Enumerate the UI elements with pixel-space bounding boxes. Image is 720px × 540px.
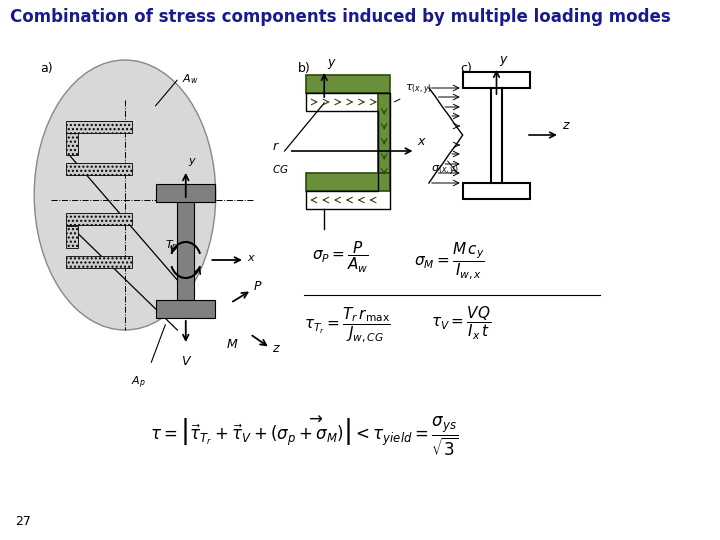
Text: $\tau_V = \dfrac{VQ}{I_x\,t}$: $\tau_V = \dfrac{VQ}{I_x\,t}$: [431, 305, 491, 342]
Text: $CG$: $CG$: [272, 163, 289, 175]
Text: $x$: $x$: [248, 253, 256, 263]
Text: $z$: $z$: [562, 119, 570, 132]
Text: $y$: $y$: [189, 156, 197, 168]
Bar: [66, 121, 132, 133]
Text: $\tau_{(x,y)}$: $\tau_{(x,y)}$: [395, 83, 433, 102]
Text: $\tau_{T_r} = \dfrac{T_r\,r_{\mathrm{max}}}{J_{w,CG}}$: $\tau_{T_r} = \dfrac{T_r\,r_{\mathrm{max…: [304, 305, 391, 344]
Bar: [177, 200, 194, 315]
Bar: [66, 133, 78, 155]
Bar: [66, 226, 78, 248]
Text: $y$: $y$: [499, 54, 509, 68]
Text: b): b): [298, 62, 311, 75]
Bar: [306, 75, 390, 93]
Bar: [156, 184, 215, 202]
Text: $V$: $V$: [181, 355, 192, 368]
Text: a): a): [40, 62, 53, 75]
Bar: [463, 183, 530, 199]
Text: $P$: $P$: [253, 280, 263, 294]
Text: 27: 27: [15, 515, 31, 528]
Ellipse shape: [34, 60, 216, 330]
Bar: [66, 213, 132, 225]
Bar: [66, 163, 132, 175]
Text: $y$: $y$: [327, 57, 337, 71]
Text: $\sigma_{(x,y)}$: $\sigma_{(x,y)}$: [431, 164, 459, 178]
Text: Combination of stress components induced by multiple loading modes: Combination of stress components induced…: [10, 8, 671, 26]
Bar: [378, 93, 390, 173]
Text: $A_w$: $A_w$: [182, 72, 199, 86]
Text: $A_p$: $A_p$: [131, 375, 145, 392]
Text: $z$: $z$: [272, 341, 281, 354]
Text: $x$: $x$: [417, 135, 427, 148]
Text: $T_r$: $T_r$: [166, 238, 178, 252]
Bar: [306, 173, 390, 191]
Text: $\sigma_P = \dfrac{P}{A_w}$: $\sigma_P = \dfrac{P}{A_w}$: [312, 240, 369, 275]
Text: $\sigma_M = \dfrac{M\,c_y}{I_{w,x}}$: $\sigma_M = \dfrac{M\,c_y}{I_{w,x}}$: [414, 240, 485, 281]
Text: $\tau = \left|\vec{\tau}_{T_r} + \vec{\tau}_V + \overrightarrow{(\sigma_p + \sig: $\tau = \left|\vec{\tau}_{T_r} + \vec{\t…: [150, 415, 458, 458]
Bar: [463, 72, 530, 88]
Text: $r$: $r$: [272, 139, 279, 152]
Text: c): c): [460, 62, 472, 75]
Bar: [156, 300, 215, 318]
Bar: [66, 256, 132, 268]
Text: $M$: $M$: [226, 339, 239, 352]
